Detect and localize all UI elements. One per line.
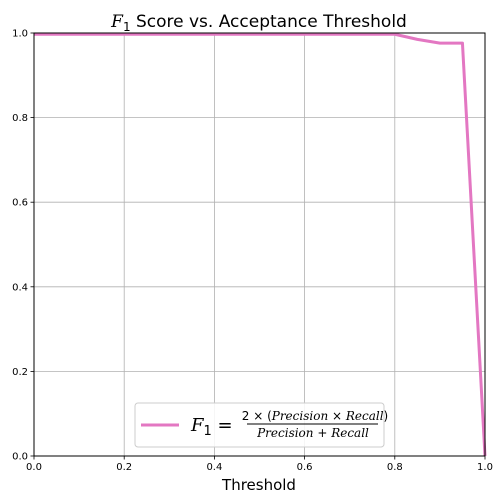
title-symbol: F bbox=[110, 12, 124, 32]
x-tick-label: 0.8 bbox=[387, 462, 403, 473]
legend-lhs-subscript: 1 bbox=[204, 424, 212, 439]
numerator-suffix: ) bbox=[384, 409, 389, 423]
legend-denominator: Precision + Recall bbox=[256, 426, 369, 440]
legend: F1 = 2 × (Precision × Recall) Precision … bbox=[134, 402, 388, 448]
x-tick-labels: 0.0 0.2 0.4 0.6 0.8 1.0 bbox=[26, 462, 493, 473]
x-tick-label: 0.4 bbox=[206, 462, 222, 473]
legend-box bbox=[134, 402, 385, 448]
y-tick-label: 0.6 bbox=[12, 198, 28, 209]
legend-lhs: F1 = bbox=[190, 415, 233, 439]
x-tick-label: 0.2 bbox=[116, 462, 132, 473]
y-tick-label: 0.0 bbox=[12, 452, 28, 463]
numerator-var1: Precision bbox=[271, 409, 328, 423]
denominator-var1: Precision bbox=[256, 426, 313, 440]
chart-title: F1 Score vs. Acceptance Threshold bbox=[110, 12, 407, 34]
legend-lhs-symbol: F bbox=[190, 415, 205, 436]
y-tick-label: 0.2 bbox=[12, 367, 28, 378]
denominator-var2: Recall bbox=[330, 426, 369, 440]
x-tick-label: 0.0 bbox=[26, 462, 42, 473]
y-tick-label: 0.4 bbox=[12, 282, 28, 293]
denominator-plus: + bbox=[314, 426, 332, 440]
y-tick-label: 1.0 bbox=[12, 29, 28, 40]
y-tick-label: 0.8 bbox=[12, 113, 28, 124]
numerator-times: × bbox=[328, 409, 346, 423]
ticks bbox=[30, 32, 486, 460]
legend-equals: = bbox=[212, 415, 233, 436]
x-tick-label: 0.6 bbox=[297, 462, 313, 473]
plot-frame bbox=[33, 32, 486, 457]
y-tick-labels: 0.0 0.2 0.4 0.6 0.8 1.0 bbox=[12, 29, 28, 463]
series-layer bbox=[34, 32, 487, 457]
x-axis-label: Threshold bbox=[221, 476, 296, 494]
legend-numerator: 2 × (Precision × Recall) bbox=[242, 409, 388, 423]
x-tick-label: 1.0 bbox=[477, 462, 493, 473]
numerator-prefix: 2 × ( bbox=[242, 409, 272, 423]
title-subscript: 1 bbox=[123, 20, 131, 34]
title-rest: Score vs. Acceptance Threshold bbox=[131, 12, 407, 32]
series-line-0 bbox=[34, 32, 487, 457]
numerator-var2: Recall bbox=[345, 409, 384, 423]
